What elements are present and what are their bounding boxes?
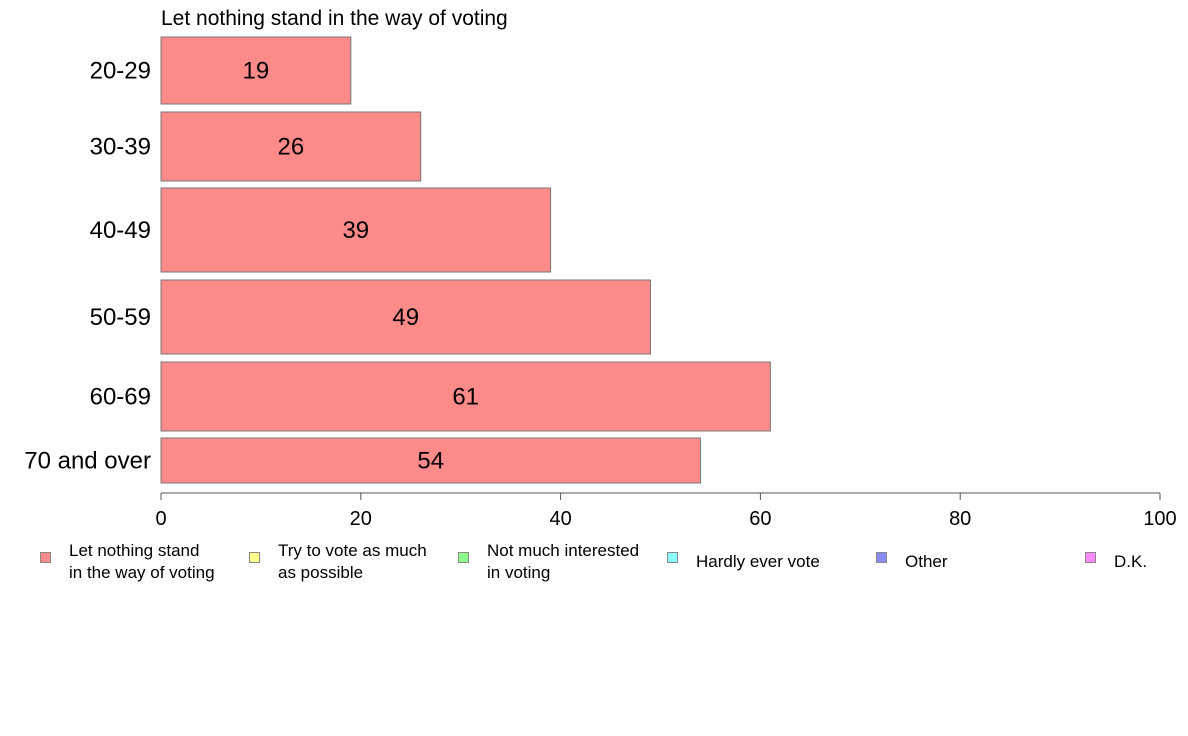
legend-label: Try to vote as much as possible — [278, 541, 427, 582]
legend-label: Hardly ever vote — [696, 552, 820, 571]
bar-value-label: 39 — [342, 217, 369, 244]
bar-2 — [160, 187, 552, 273]
x-axis: 0 20 40 60 80 100 — [155, 492, 1177, 530]
bar-3 — [160, 279, 652, 355]
legend-item: Try to vote as much as possible — [249, 540, 427, 584]
category-label: 50-59 — [90, 304, 151, 331]
x-tick-label: 60 — [749, 508, 771, 530]
legend-swatch — [249, 552, 260, 563]
bar-value-label: 54 — [417, 448, 444, 475]
bar-5 — [160, 437, 701, 484]
bar-value-label: 26 — [278, 134, 305, 161]
bar-value-label: 49 — [392, 304, 419, 331]
legend-label: Let nothing stand in the way of voting — [69, 541, 215, 582]
category-label: 60-69 — [90, 384, 151, 411]
legend: Let nothing stand in the way of voting Tr… — [0, 540, 1188, 600]
legend-swatch — [1085, 552, 1096, 563]
x-tick-label: 40 — [549, 508, 571, 530]
bar-1 — [160, 111, 422, 182]
category-label: 20-29 — [90, 58, 151, 85]
x-tick-label: 100 — [1143, 508, 1176, 530]
category-label: 70 and over — [24, 448, 151, 475]
category-label: 30-39 — [90, 134, 151, 161]
legend-label: Other — [905, 552, 948, 571]
legend-label: D.K. — [1114, 552, 1148, 571]
x-tick-label: 80 — [949, 508, 971, 530]
bars-group: 19 20-29 26 30-39 39 40-49 49 50-59 61 60-69 54 70 … — [24, 36, 771, 484]
legend-item: Other — [876, 540, 948, 573]
bar-4 — [160, 361, 771, 432]
legend-swatch — [876, 552, 887, 563]
legend-swatch — [458, 552, 469, 563]
bar-chart: Let nothing stand in the way of voting 1… — [24, 7, 1177, 530]
legend-item: Not much interested in voting — [458, 540, 639, 584]
chart-title: Let nothing stand in the way of voting — [161, 7, 508, 30]
category-label: 40-49 — [90, 217, 151, 244]
bar-value-label: 61 — [452, 384, 479, 411]
legend-item: D.K. — [1085, 540, 1147, 573]
legend-item: Let nothing stand in the way of voting — [40, 540, 215, 584]
legend-item: Hardly ever vote — [667, 540, 820, 573]
x-tick-label: 0 — [155, 508, 166, 530]
x-tick-label: 20 — [350, 508, 372, 530]
bar-value-label: 19 — [243, 58, 270, 85]
legend-label: Not much interested in voting — [487, 541, 640, 582]
legend-swatch — [40, 552, 51, 563]
legend-swatch — [667, 552, 678, 563]
bar-0 — [160, 36, 352, 105]
